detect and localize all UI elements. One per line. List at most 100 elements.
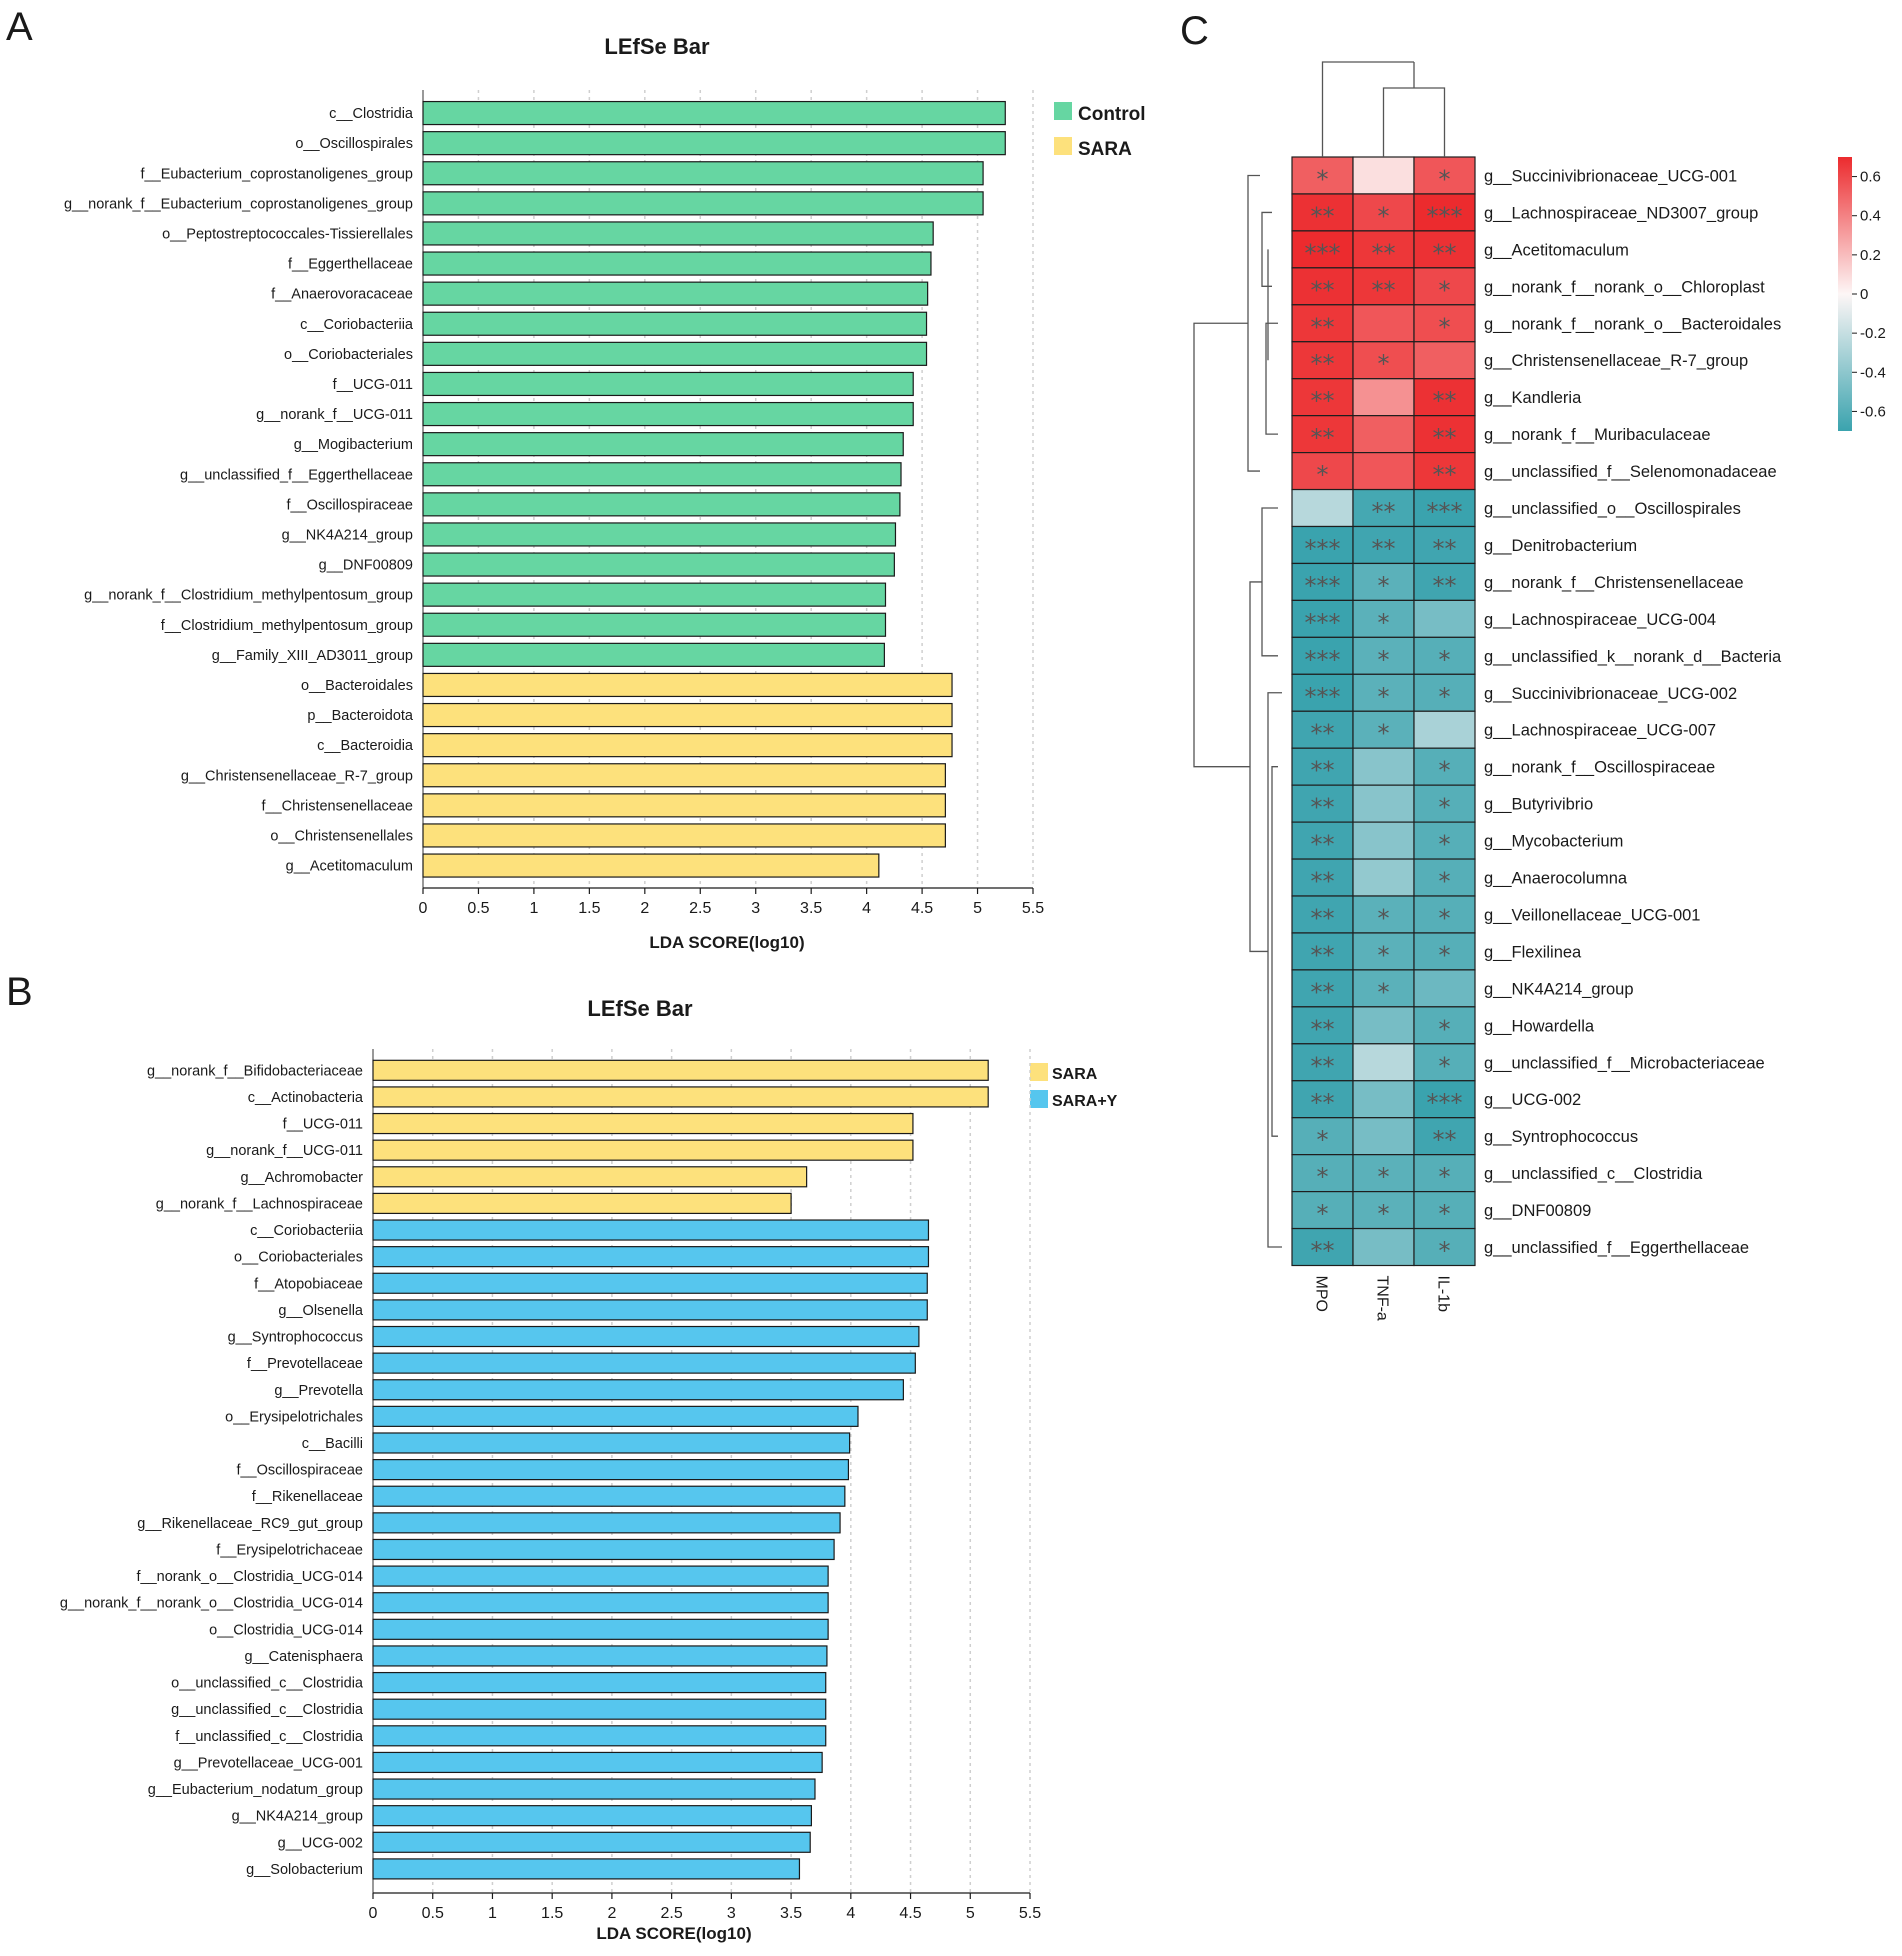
heatmap-cell bbox=[1291, 193, 1354, 232]
chart-a-bar-label: f__Christensenellaceae bbox=[261, 798, 413, 814]
chart-b-bar-label: g__Achromobacter bbox=[240, 1170, 363, 1186]
heatmap-cell bbox=[1413, 636, 1476, 675]
significance-star: * bbox=[1439, 904, 1451, 932]
significance-star: ** bbox=[1311, 202, 1335, 230]
colorbar-tick-label: -0.6 bbox=[1860, 403, 1886, 420]
significance-star: * bbox=[1439, 831, 1451, 859]
chart-a-x-tick-label: 0.5 bbox=[467, 900, 489, 917]
heatmap-cell bbox=[1352, 193, 1415, 232]
chart-b-bar-label: f__Oscillospiraceae bbox=[236, 1463, 363, 1479]
colorbar-tick-label: 0.2 bbox=[1860, 247, 1881, 264]
chart-a-bar bbox=[422, 492, 901, 517]
heatmap-cell bbox=[1413, 1190, 1476, 1230]
heatmap-cell bbox=[1352, 1080, 1415, 1119]
chart-b-x-tick-label: 5 bbox=[966, 1905, 975, 1922]
significance-star: ** bbox=[1372, 239, 1396, 267]
chart-a-x-tick-label: 4 bbox=[862, 900, 871, 917]
significance-star: * bbox=[1317, 1200, 1329, 1228]
heatmap-row-label: g__Anaerocolumna bbox=[1484, 870, 1628, 888]
chart-a-x-tick-label: 1.5 bbox=[578, 900, 600, 917]
chart-a-x-tick-label: 2 bbox=[640, 900, 649, 917]
significance-star: ** bbox=[1433, 424, 1457, 452]
heatmap-row-label: g__UCG-002 bbox=[1484, 1091, 1581, 1109]
chart-b-bar-label: f__norank_o__Clostridia_UCG-014 bbox=[137, 1569, 364, 1585]
significance-star: * bbox=[1439, 941, 1451, 969]
significance-star: *** bbox=[1305, 646, 1341, 674]
chart-a-bar bbox=[422, 341, 928, 366]
chart-a-bar-label: f__Clostridium_methylpentosum_group bbox=[161, 618, 413, 634]
significance-star: ** bbox=[1433, 387, 1457, 415]
chart-a-bar bbox=[422, 221, 934, 246]
heatmap-cell bbox=[1413, 932, 1476, 971]
legend-swatch-sara bbox=[1054, 137, 1072, 155]
panel-label-c: C bbox=[1180, 9, 1209, 53]
significance-star: * bbox=[1378, 683, 1390, 711]
chart-a-bar bbox=[422, 251, 932, 276]
chart-a-bar-label: g__Mogibacterium bbox=[294, 437, 413, 453]
chart-a-bar-label: f__Eggerthellaceae bbox=[288, 257, 413, 273]
heatmap-cell bbox=[1352, 1154, 1415, 1193]
chart-b-bar-label: g__Rikenellaceae_RC9_gut_group bbox=[137, 1516, 363, 1532]
heatmap-row-label: g__unclassified_f__Eggerthellaceae bbox=[1484, 1239, 1749, 1257]
chart-b-bar-label: g__Syntrophococcus bbox=[228, 1330, 363, 1346]
heatmap-row-label: g__unclassified_o__Oscillospirales bbox=[1484, 500, 1741, 518]
chart-a-bar-label: g__unclassified_f__Eggerthellaceae bbox=[180, 467, 413, 483]
significance-star: ** bbox=[1311, 1052, 1335, 1080]
heatmap-row-label: g__Succinivibrionaceae_UCG-001 bbox=[1484, 167, 1737, 185]
heatmap-row-label: g__Flexilinea bbox=[1484, 943, 1582, 961]
significance-star: *** bbox=[1305, 535, 1341, 563]
significance-star: ** bbox=[1311, 1237, 1335, 1265]
chart-b-bar bbox=[372, 1272, 928, 1294]
heatmap-cell bbox=[1352, 156, 1415, 195]
chart-b-bar bbox=[372, 1725, 827, 1747]
heatmap-column-label: MPO bbox=[1313, 1276, 1330, 1312]
heatmap-cell bbox=[1291, 1006, 1354, 1045]
chart-b-bar bbox=[372, 1405, 859, 1427]
chart-a-bar-label: o__Oscillospirales bbox=[295, 136, 413, 152]
chart-b-title: LEfSe Bar bbox=[587, 996, 693, 1021]
chart-a-bar-label: o__Coriobacteriales bbox=[284, 347, 413, 363]
significance-star: ** bbox=[1372, 535, 1396, 563]
heatmap-cell bbox=[1291, 895, 1354, 934]
significance-star: * bbox=[1378, 941, 1390, 969]
heatmap-cell bbox=[1291, 452, 1354, 491]
significance-star: * bbox=[1378, 978, 1390, 1006]
chart-b-x-tick-label: 3.5 bbox=[780, 1905, 802, 1922]
chart-a-bar-label: o__Peptostreptococcales-Tissierellales bbox=[162, 226, 413, 242]
chart-a-bar-label: c__Clostridia bbox=[329, 106, 414, 122]
heatmap-cell bbox=[1413, 969, 1476, 1008]
legend-saray-label: SARA+Y bbox=[1052, 1093, 1118, 1110]
significance-star: ** bbox=[1372, 276, 1396, 304]
heatmap-row-label: g__Mycobacterium bbox=[1484, 833, 1623, 851]
chart-a-bar bbox=[422, 763, 946, 788]
heatmap-row-label: g__unclassified_c__Clostridia bbox=[1484, 1165, 1703, 1183]
heatmap-cell bbox=[1352, 932, 1415, 971]
chart-a-xlabel: LDA SCORE(log10) bbox=[649, 933, 804, 952]
chart-b-bar bbox=[372, 1112, 914, 1135]
chart-a-bar bbox=[422, 100, 1006, 126]
significance-star: *** bbox=[1305, 572, 1341, 600]
row-dendrogram bbox=[1193, 174, 1282, 1248]
chart-a-bar bbox=[422, 552, 895, 577]
chart-a-bar-label: g__DNF00809 bbox=[319, 558, 413, 574]
chart-a-bar-label: p__Bacteroidota bbox=[307, 708, 414, 724]
chart-b-x-tick-label: 4.5 bbox=[899, 1905, 921, 1922]
significance-star: ** bbox=[1311, 1015, 1335, 1043]
chart-a-bar bbox=[422, 401, 914, 427]
chart-b-bar bbox=[372, 1512, 841, 1534]
chart-b-x-tick-label: 0 bbox=[369, 1905, 378, 1922]
significance-star: * bbox=[1378, 1200, 1390, 1228]
chart-a-bar-label: f__Oscillospiraceae bbox=[286, 497, 413, 513]
chart-b-bar bbox=[372, 1831, 811, 1853]
chart-b-bar bbox=[372, 1432, 851, 1454]
heatmap-cell bbox=[1291, 858, 1354, 897]
chart-a-bar-label: o__Bacteroidales bbox=[301, 678, 413, 694]
chart-a-bar-label: f__UCG-011 bbox=[333, 377, 413, 393]
chart-b-bar-label: o__Erysipelotrichales bbox=[225, 1409, 363, 1425]
chart-b-bar bbox=[372, 1059, 989, 1081]
heatmap-cell bbox=[1291, 488, 1354, 528]
chart-a-bar bbox=[422, 522, 897, 547]
significance-star: * bbox=[1439, 165, 1451, 193]
significance-star: * bbox=[1439, 276, 1451, 304]
chart-a-bar bbox=[422, 823, 946, 848]
